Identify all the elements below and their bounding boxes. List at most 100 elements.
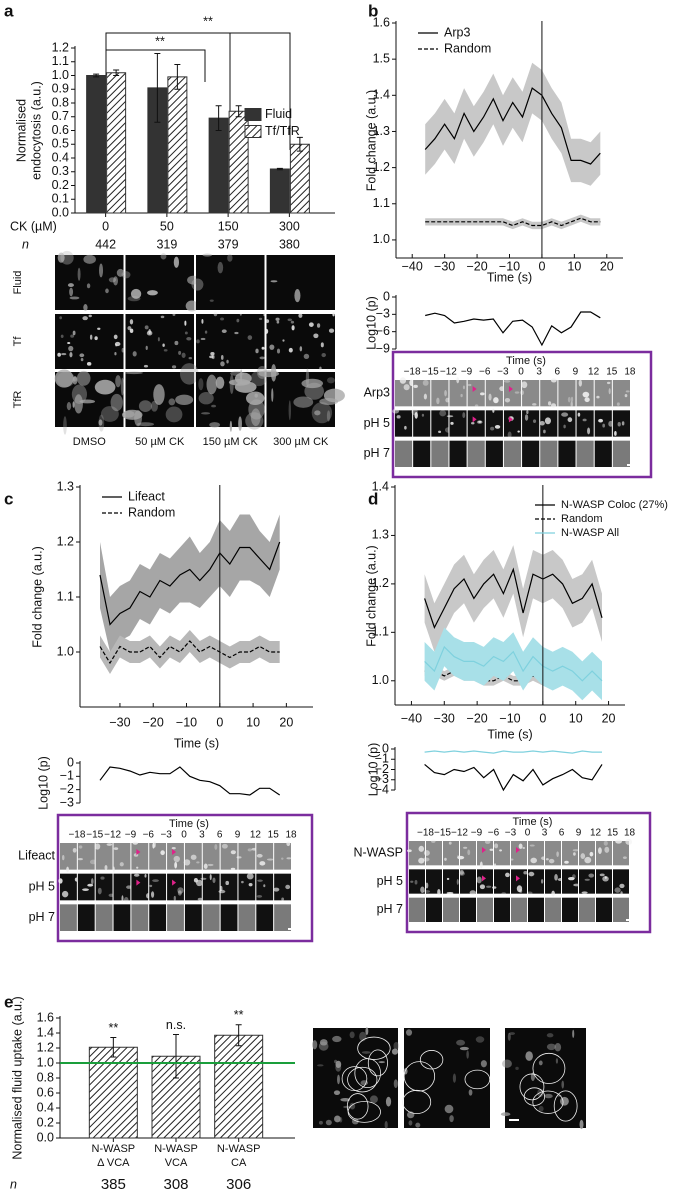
texture — [625, 838, 633, 845]
confidence-band — [424, 545, 602, 652]
cell-outline — [403, 1061, 436, 1092]
texture — [622, 856, 627, 859]
texture — [458, 871, 465, 876]
texture — [547, 401, 552, 406]
column-label: 50 µM CK — [135, 436, 185, 448]
strip-cell — [596, 897, 612, 922]
texture — [66, 402, 72, 411]
texture — [86, 283, 91, 289]
texture — [584, 878, 590, 881]
cell-outline — [341, 1066, 368, 1092]
texture — [69, 287, 74, 297]
y-tick-label: 1.3 — [372, 528, 389, 542]
texture — [76, 370, 91, 386]
texture — [606, 381, 611, 385]
bar — [214, 1034, 264, 1139]
texture — [173, 855, 180, 863]
time-label: 18 — [624, 828, 636, 839]
arrowhead — [516, 875, 520, 882]
texture — [446, 891, 454, 895]
texture — [116, 268, 125, 277]
strip-cell — [460, 869, 476, 894]
texture — [548, 858, 555, 864]
texture — [150, 891, 155, 898]
texture — [54, 369, 74, 388]
texture — [313, 333, 319, 339]
texture — [288, 400, 292, 421]
texture — [523, 870, 528, 875]
time-label: 9 — [573, 367, 579, 378]
texture — [577, 412, 581, 417]
texture — [146, 893, 151, 899]
confidence-band — [100, 514, 280, 652]
strip-cell — [426, 841, 442, 866]
texture — [615, 839, 623, 844]
legend-label: Lifeact — [128, 489, 165, 503]
texture — [177, 887, 184, 894]
y-axis-label: Fold change (a.u.) — [30, 546, 44, 647]
texture — [614, 431, 617, 436]
texture — [573, 883, 581, 887]
cell-outline — [419, 1050, 444, 1070]
texture — [236, 318, 240, 323]
texture — [337, 1074, 340, 1085]
texture — [597, 847, 602, 854]
panel-label: b — [368, 1, 378, 20]
row-label: Arp3 — [364, 385, 390, 399]
texture — [431, 839, 436, 843]
time-label: −3 — [497, 367, 509, 378]
strip-cell — [95, 904, 113, 931]
time-label: −12 — [440, 367, 457, 378]
cell-outline — [464, 1069, 491, 1090]
texture — [209, 355, 214, 359]
time-label: 6 — [555, 367, 561, 378]
x-tick-label: 0 — [538, 259, 545, 273]
texture — [270, 280, 278, 283]
texture — [463, 846, 468, 849]
texture — [98, 414, 105, 432]
texture — [321, 353, 326, 358]
texture — [572, 874, 576, 879]
texture — [143, 364, 149, 368]
error-bar — [154, 53, 161, 123]
texture — [60, 334, 64, 338]
texture — [325, 1119, 332, 1126]
x-tick-label: −30 — [434, 259, 455, 273]
texture — [230, 850, 236, 855]
texture — [238, 416, 242, 431]
texture — [561, 1080, 565, 1089]
texture — [305, 368, 310, 388]
error-bar — [235, 105, 242, 118]
bar — [208, 117, 229, 214]
texture — [114, 352, 117, 356]
texture — [78, 845, 83, 849]
y-tick-label: 1.3 — [57, 479, 74, 493]
texture — [532, 403, 537, 406]
micrograph — [404, 1028, 490, 1128]
time-label: 15 — [606, 367, 618, 378]
texture — [127, 326, 132, 331]
texture — [393, 1041, 400, 1050]
x-tick-label: −40 — [401, 711, 422, 725]
texture — [72, 847, 77, 853]
texture — [91, 878, 94, 885]
texture — [530, 857, 537, 864]
texture — [314, 410, 321, 416]
texture — [173, 895, 176, 901]
texture — [69, 296, 80, 300]
time-label: −9 — [125, 830, 137, 841]
y-tick-label: −2 — [375, 762, 389, 776]
y-axis-label: Log10 (p) — [366, 743, 380, 797]
texture — [67, 341, 71, 345]
time-label: −3 — [160, 830, 172, 841]
texture — [98, 419, 103, 426]
texture — [83, 254, 96, 264]
error-bar — [215, 105, 222, 131]
y-axis-label: Log10 (p) — [36, 756, 50, 810]
error-bar — [113, 69, 120, 76]
significance: ** — [108, 1021, 118, 1035]
n-label: n — [10, 1177, 17, 1191]
cell-outline — [357, 1036, 391, 1060]
texture — [423, 850, 430, 856]
texture — [608, 388, 611, 395]
